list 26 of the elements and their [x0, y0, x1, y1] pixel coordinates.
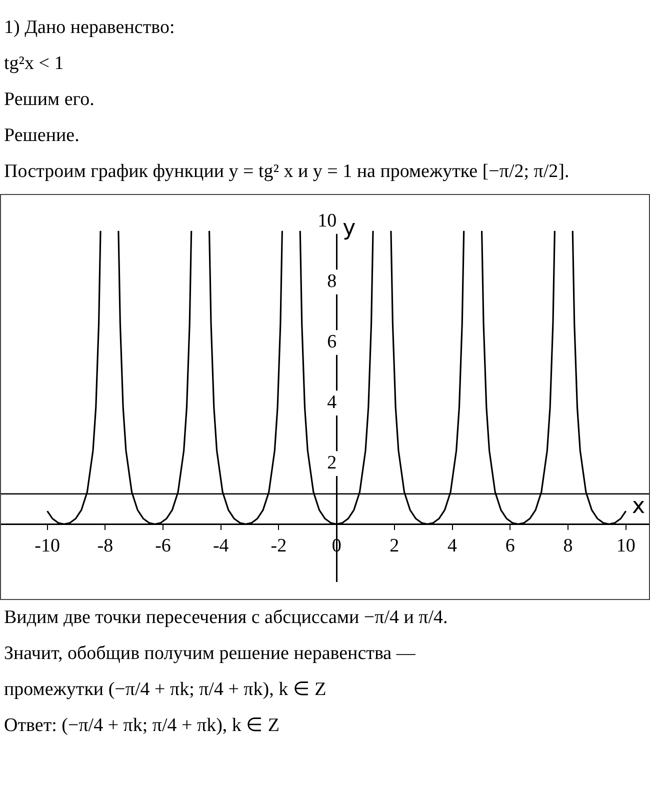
y-tick-label: 8	[327, 270, 337, 292]
x-tick-label: 10	[616, 535, 636, 556]
y-tick-label: 6	[327, 332, 337, 353]
chart-subtitle: tg²x < 1	[4, 52, 65, 76]
x-tick-label: -10	[34, 535, 60, 556]
y-tick-label: 2	[327, 452, 337, 474]
text: Решение.	[4, 124, 80, 148]
y-tick-label: 10	[318, 210, 337, 232]
text: промежутки (−π/4 + πk; π/4 + πk), k ∈ Z	[4, 678, 328, 702]
x-tick-label: -8	[97, 535, 114, 556]
x-tick-label: -4	[212, 535, 230, 556]
text: Ответ: (−π/4 + πk; π/4 + πk), k ∈ Z	[4, 714, 281, 738]
y-axis-title: y	[342, 216, 356, 242]
y-tick-label: 4	[327, 392, 338, 414]
x-tick-label: 6	[505, 535, 515, 556]
text: Построим график функции y = tg² x и y = 1 на промежутке [−π/2; π/2].	[4, 160, 570, 184]
x-axis-title: x	[632, 494, 645, 519]
x-tick-label: -6	[155, 535, 171, 556]
text: Решим его.	[4, 88, 96, 112]
text: Значит, обобщив получим решение неравенства —	[4, 642, 416, 666]
x-tick-label: -2	[270, 535, 287, 556]
x-tick-label: 4	[448, 535, 458, 556]
chart-title: 1) Дано неравенство:	[4, 16, 176, 40]
text: Видим две точки пересечения с абсциссами −π/4 и π/4.	[4, 606, 449, 630]
x-tick-label: 8	[563, 535, 573, 556]
x-tick-label: 2	[390, 535, 400, 556]
